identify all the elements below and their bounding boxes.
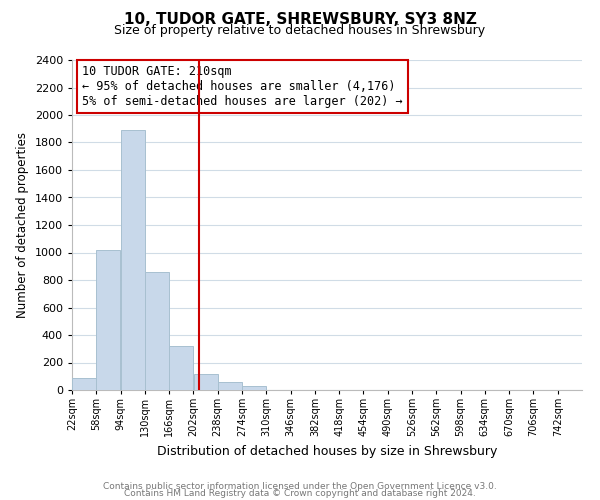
Bar: [169, 346, 193, 390]
Bar: [145, 272, 169, 390]
X-axis label: Distribution of detached houses by size in Shrewsbury: Distribution of detached houses by size …: [157, 444, 497, 458]
Bar: [242, 386, 266, 390]
Bar: [97, 250, 121, 390]
Bar: [121, 130, 145, 390]
Text: Contains HM Land Registry data © Crown copyright and database right 2024.: Contains HM Land Registry data © Crown c…: [124, 488, 476, 498]
Text: Contains public sector information licensed under the Open Government Licence v3: Contains public sector information licen…: [103, 482, 497, 491]
Bar: [72, 378, 96, 390]
Bar: [194, 374, 218, 390]
Y-axis label: Number of detached properties: Number of detached properties: [16, 132, 29, 318]
Bar: [218, 382, 242, 390]
Text: Size of property relative to detached houses in Shrewsbury: Size of property relative to detached ho…: [115, 24, 485, 37]
Text: 10 TUDOR GATE: 210sqm
← 95% of detached houses are smaller (4,176)
5% of semi-de: 10 TUDOR GATE: 210sqm ← 95% of detached …: [82, 65, 403, 108]
Text: 10, TUDOR GATE, SHREWSBURY, SY3 8NZ: 10, TUDOR GATE, SHREWSBURY, SY3 8NZ: [124, 12, 476, 28]
